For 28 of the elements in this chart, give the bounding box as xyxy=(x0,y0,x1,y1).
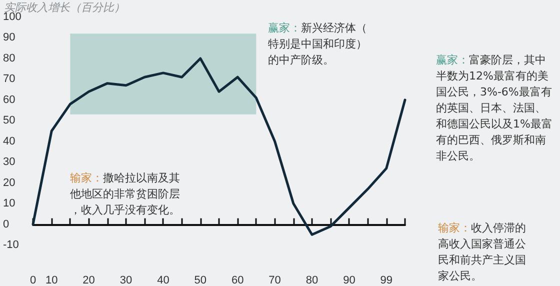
y-tick-label: 100 xyxy=(3,11,22,23)
x-tick-label: 80 xyxy=(306,274,318,286)
x-tick-label: 30 xyxy=(120,274,132,286)
y-tick-label: 30 xyxy=(3,156,16,168)
y-tick-label: 20 xyxy=(3,176,16,189)
y-tick-label: 90 xyxy=(3,32,16,44)
x-tick-label: 50 xyxy=(194,274,207,286)
y-tick-label: 70 xyxy=(3,73,16,86)
x-tick-label: 0 xyxy=(30,274,36,286)
y-tick-label: 50 xyxy=(3,114,16,127)
x-tick-label: 70 xyxy=(268,274,281,286)
y-tick-label: 40 xyxy=(3,135,16,148)
x-tick-label: 40 xyxy=(157,274,170,286)
y-tick-label: 60 xyxy=(3,94,16,106)
y-tick-label: 10 xyxy=(3,198,16,210)
y-tick-label: 80 xyxy=(3,52,16,64)
y-tick-label: -10 xyxy=(3,239,19,251)
y-tick-label: 0 xyxy=(3,218,10,230)
annotation: 输家：撒哈拉以南及其他地区的非常贫困阶层，收入几乎没有变化。 xyxy=(70,172,180,216)
text: 赢家：富豪阶层，其中半数为12%最富有的美国公民，3%-6%最富有的英国、日本、法国、和德国公民以及1%最富有的巴西、俄罗斯和南非公民。 xyxy=(436,54,552,162)
x-tick-label: 90 xyxy=(343,274,356,286)
x-tick-label: 99 xyxy=(380,274,393,286)
text: 输家：收入停滞的高收入国家普通公民和前共产主义国家公民。 xyxy=(438,222,526,282)
x-tick-label: 20 xyxy=(82,274,95,286)
y-axis-title: 实际收入增长（百分比） xyxy=(4,1,125,14)
x-tick-label: 10 xyxy=(45,274,58,286)
annotation: 赢家：新兴经济体（特别是中国和印度）的中产阶级。 xyxy=(268,22,367,66)
x-tick-label: 60 xyxy=(231,274,244,286)
